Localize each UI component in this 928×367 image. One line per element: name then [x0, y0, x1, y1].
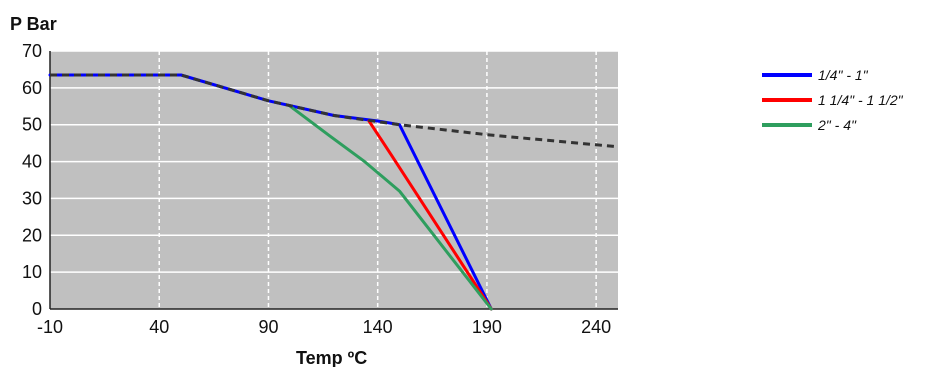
x-tick-label: -10 [37, 317, 63, 337]
x-axis-label: Temp ºC [296, 348, 367, 367]
y-axis-label: P Bar [10, 14, 57, 34]
y-tick-label: 50 [22, 115, 42, 135]
reference-line-dashed [50, 73, 619, 149]
x-tick-label: 90 [258, 317, 278, 337]
x-tick-label: 140 [363, 317, 393, 337]
grid-lines [49, 50, 618, 310]
y-tick-labels: 0 10 20 30 40 50 60 70 [22, 41, 42, 319]
y-tick-label: 10 [22, 262, 42, 282]
series-line-2 [367, 119, 493, 311]
x-tick-label: 190 [472, 317, 502, 337]
x-tick-label: 240 [581, 317, 611, 337]
y-tick-label: 20 [22, 225, 42, 245]
plot-area [50, 51, 618, 309]
x-tick-labels: -10 40 90 140 190 240 [37, 317, 611, 337]
legend: 1/4" - 1" 1 1/4" - 1 1/2" 2" - 4" [762, 67, 904, 133]
y-tick-label: 70 [22, 41, 42, 61]
y-tick-label: 60 [22, 78, 42, 98]
y-tick-label: 0 [32, 299, 42, 319]
legend-label: 1/4" - 1" [818, 67, 869, 83]
legend-label: 2" - 4" [817, 117, 857, 133]
x-tick-label: 40 [149, 317, 169, 337]
y-tick-label: 40 [22, 152, 42, 172]
series-line-3 [288, 104, 493, 311]
plot-lines [48, 73, 619, 311]
y-tick-label: 30 [22, 188, 42, 208]
legend-label: 1 1/4" - 1 1/2" [818, 92, 904, 108]
